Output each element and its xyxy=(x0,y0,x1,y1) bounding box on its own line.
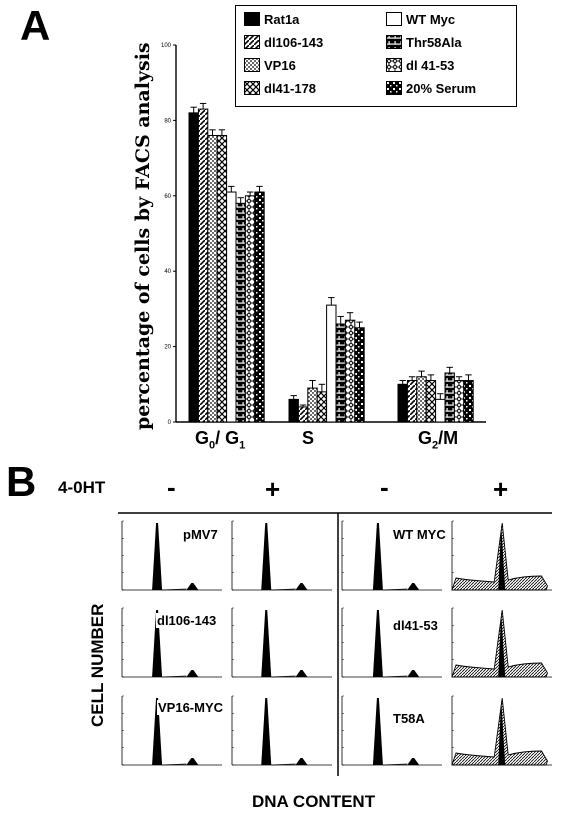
bar-chart: 0 20 40 60 80 100 xyxy=(161,43,486,426)
flow-histogram xyxy=(341,695,442,766)
y-tick-label: 100 xyxy=(161,43,172,49)
column-sign-2: + xyxy=(265,474,281,504)
dna-content-axis-label: DNA CONTENT xyxy=(252,792,376,811)
y-tick-label: 0 xyxy=(168,420,172,426)
flow-histogram xyxy=(231,520,332,591)
legend-label: 20% Serum xyxy=(406,81,477,96)
flow-histogram xyxy=(121,607,222,678)
y-tick-label: 20 xyxy=(164,345,171,351)
treatment-label: 4-0HT xyxy=(58,478,106,497)
legend-item-thr58ala: Thr58Ala xyxy=(386,35,462,50)
panel-b-label: B xyxy=(6,458,37,505)
legend-item-20-serum: 20% Serum xyxy=(386,81,476,96)
category-label-s: S xyxy=(302,428,315,448)
flow-histogram xyxy=(231,607,332,678)
column-sign-4: + xyxy=(493,474,509,504)
category-label-g0g1: G0/ G1 xyxy=(195,428,246,452)
legend-label: VP16 xyxy=(264,58,296,73)
legend-item-dl41-53: dl 41-53 xyxy=(386,58,454,73)
chart-bars xyxy=(188,102,474,423)
y-tick-label: 80 xyxy=(164,118,171,124)
y-tick-label: 60 xyxy=(164,194,171,200)
flow-histogram xyxy=(451,695,552,766)
row-label-pmv7: pMV7 xyxy=(182,527,219,542)
legend-item-rat1a: Rat1a xyxy=(244,12,299,27)
legend-item-dl106-143: dl106-143 xyxy=(244,35,323,50)
legend-item-dl41-178: dl41-178 xyxy=(244,81,316,96)
column-sign-3: - xyxy=(380,472,389,502)
legend-label: dl 41-53 xyxy=(406,58,455,73)
chart-legend: Rat1a dl106-143 VP16 dl41-178 WT Myc Thr… xyxy=(235,5,517,107)
flow-histogram xyxy=(341,607,442,678)
category-label-g2m: G2/M xyxy=(418,428,459,452)
legend-item-wt-myc: WT Myc xyxy=(386,12,455,27)
legend-label: Rat1a xyxy=(264,12,300,27)
flow-histogram xyxy=(231,695,332,766)
row-label-dl41-53: dl41-53 xyxy=(392,618,439,633)
flow-histogram xyxy=(451,520,552,591)
legend-label: Thr58Ala xyxy=(406,35,462,50)
legend-label: dl41-178 xyxy=(264,81,317,96)
legend-item-vp16: VP16 xyxy=(244,58,296,73)
flow-histogram xyxy=(451,607,552,678)
flow-histogram xyxy=(121,695,222,766)
row-label-dl106-143: dl106-143 xyxy=(156,613,218,628)
flow-histogram xyxy=(121,520,222,591)
cell-number-axis-label: CELL NUMBER xyxy=(88,603,107,727)
y-tick-label: 40 xyxy=(164,269,171,275)
column-sign-1: - xyxy=(167,472,176,502)
row-label-wt-myc: WT MYC xyxy=(392,527,447,542)
legend-label: dl106-143 xyxy=(264,35,324,50)
flow-histogram xyxy=(341,520,442,591)
panel-a-label: A xyxy=(20,2,51,49)
legend-label: WT Myc xyxy=(406,12,456,27)
row-label-t58a: T58A xyxy=(392,711,426,726)
row-label-vp16-myc: VP16-MYC xyxy=(157,700,225,715)
